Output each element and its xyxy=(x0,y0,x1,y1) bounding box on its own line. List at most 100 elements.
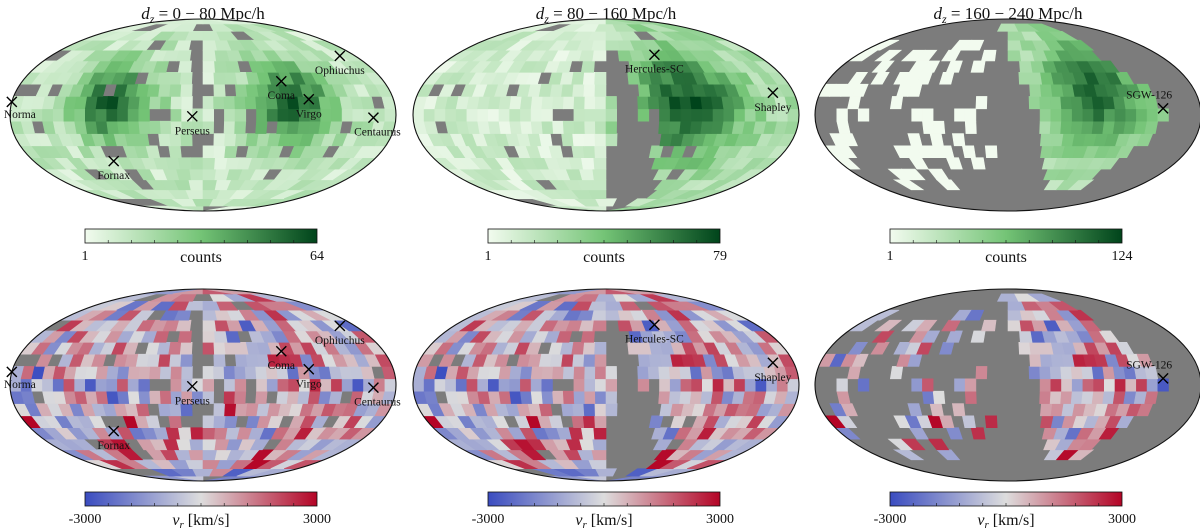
sky-pixel xyxy=(1091,366,1105,380)
sky-pixel xyxy=(509,366,523,380)
sky-pixel xyxy=(1144,96,1159,110)
sky-pixel xyxy=(594,96,607,110)
sky-pixel xyxy=(637,96,650,110)
sky-pixel xyxy=(85,108,97,122)
sky-pixel xyxy=(1039,83,1053,97)
map-counts-2: SGW-126 xyxy=(814,18,1200,212)
sky-pixel xyxy=(734,108,746,122)
sky-pixel xyxy=(202,319,217,332)
sky-pixel xyxy=(939,415,955,429)
colorbar-min-label: -3000 xyxy=(472,512,505,527)
sky-pixel xyxy=(213,353,226,367)
cluster-label: SGW-126 xyxy=(1126,359,1172,371)
sky-pixel xyxy=(1071,378,1084,392)
sky-pixel xyxy=(701,378,714,392)
sky-pixel xyxy=(1027,293,1061,302)
sky-pixel xyxy=(579,168,595,181)
sky-pixel xyxy=(1157,108,1169,122)
sky-pixel xyxy=(1102,366,1116,380)
cluster-label: Centaurus xyxy=(354,397,401,409)
sky-pixel xyxy=(1018,341,1032,355)
sky-pixel xyxy=(149,366,162,380)
sky-pixel xyxy=(384,378,396,392)
sky-pixel xyxy=(244,366,257,380)
sky-pixel xyxy=(571,341,585,355)
sky-pixel xyxy=(224,108,236,122)
sky-pixel xyxy=(1061,108,1073,122)
sky-pixel xyxy=(658,390,671,404)
sky-pixel xyxy=(127,108,140,122)
sky-pixel xyxy=(445,108,457,122)
sky-pixel xyxy=(580,60,595,73)
sky-pixel xyxy=(466,378,478,392)
sky-pixel xyxy=(1047,300,1079,311)
sky-pixel xyxy=(117,366,130,380)
sky-pixel xyxy=(202,438,217,451)
sky-pixel xyxy=(1049,390,1062,404)
sky-pixel xyxy=(580,427,595,440)
sky-pixel xyxy=(138,108,150,122)
sky-pixel xyxy=(637,353,651,367)
sky-pixel xyxy=(594,133,607,147)
sky-pixel xyxy=(223,390,236,404)
colorbar-max-label: 79 xyxy=(713,249,727,264)
sky-pixel xyxy=(1093,378,1105,392)
sky-pixel xyxy=(213,133,226,147)
sky-pixel xyxy=(1091,390,1105,404)
sky-pixel xyxy=(945,60,963,73)
sky-pixel xyxy=(159,120,172,134)
sky-pixel xyxy=(840,403,858,417)
sky-pixel xyxy=(922,108,934,122)
sky-pixel xyxy=(202,157,216,170)
sky-pixel xyxy=(170,96,183,110)
cluster-label: Ophiuchus xyxy=(315,335,365,347)
sky-pixel xyxy=(135,133,150,147)
sky-pixel xyxy=(907,403,923,417)
sky-pixel xyxy=(1081,390,1094,404)
sky-pixel xyxy=(914,319,938,332)
sky-pixel xyxy=(487,120,502,134)
sky-pixel xyxy=(945,157,963,170)
sky-pixel xyxy=(964,378,977,392)
sky-pixel xyxy=(509,96,523,110)
sky-pixel xyxy=(202,449,218,461)
sky-pixel xyxy=(559,72,574,85)
sky-pixel xyxy=(95,120,109,134)
sky-pixel xyxy=(572,403,585,417)
sky-pixel xyxy=(857,378,870,392)
sky-pixel xyxy=(52,378,65,392)
sky-pixel xyxy=(1060,366,1073,380)
sky-pixel xyxy=(95,390,109,404)
colorbar-min-label: 1 xyxy=(485,249,492,264)
sky-pixel xyxy=(158,83,172,97)
sky-pixel xyxy=(541,390,554,404)
sky-pixel xyxy=(202,341,215,355)
sky-pixel xyxy=(202,427,216,440)
sky-pixel xyxy=(213,145,227,158)
sky-pixel xyxy=(559,341,574,355)
sky-pixel xyxy=(1125,378,1137,392)
cluster-label: Coma xyxy=(268,360,295,372)
sky-pixel xyxy=(1039,108,1052,122)
colorbar-min-label: -3000 xyxy=(69,512,102,527)
sky-pixel xyxy=(177,60,192,73)
sky-pixel xyxy=(286,390,300,404)
sky-pixel xyxy=(689,390,703,404)
sky-pixel xyxy=(964,108,977,122)
sky-pixel xyxy=(734,378,746,392)
sky-pixel xyxy=(932,120,946,134)
sky-pixel xyxy=(552,120,565,134)
sky-pixel xyxy=(106,96,120,110)
sky-pixel xyxy=(168,72,182,85)
sky-pixel xyxy=(84,120,99,134)
sky-pixel xyxy=(234,133,248,147)
sky-pixel xyxy=(637,378,650,392)
sky-pixel xyxy=(689,366,703,380)
sky-pixel xyxy=(668,120,682,134)
colorbar-max-label: 3000 xyxy=(706,512,734,527)
sky-pixel xyxy=(520,366,533,380)
sky-pixel xyxy=(331,108,343,122)
cluster-marker: Perseus xyxy=(175,380,210,407)
sky-pixel xyxy=(1039,133,1053,147)
